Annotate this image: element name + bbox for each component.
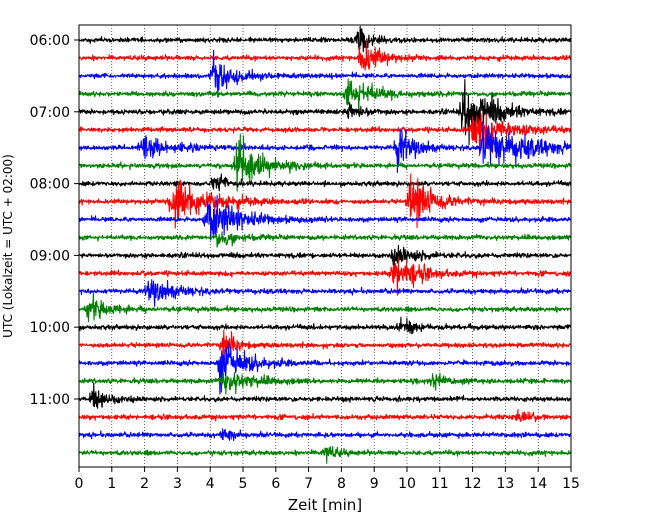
seismogram-trace [78,329,572,370]
x-tick-label: 13 [496,476,514,492]
x-tick-label: 0 [75,476,84,492]
y-tick-label: 10:00 [30,320,70,336]
y-tick-label: 11:00 [30,392,70,408]
seismogram-trace [78,173,572,229]
grid-lines [111,25,539,467]
seismogram-trace [78,292,572,322]
seismogram-trace [78,408,572,423]
x-tick-label: 14 [529,476,547,492]
seismogram-trace [78,382,572,409]
y-tick-label: 06:00 [30,33,70,49]
x-tick-label: 15 [562,476,580,492]
x-tick-label: 2 [140,476,149,492]
y-tick-label: 09:00 [30,248,70,264]
seismogram-trace [78,78,572,146]
x-tick-label: 8 [337,476,346,492]
x-axis-label: Zeit [min] [288,496,362,514]
seismogram-trace [78,231,572,248]
seismogram-trace [78,428,572,442]
trace-layer [78,25,572,464]
x-tick-label: 4 [206,476,215,492]
plot-frame [78,24,572,468]
seismogram-trace [78,342,572,395]
seismogram-trace [78,40,572,71]
seismogram-trace [78,279,572,307]
seismogram-trace [78,173,572,192]
seismogram-trace [78,244,572,273]
seismogram-trace [78,133,572,192]
seismogram-trace [78,49,572,98]
x-tick-label: 9 [370,476,379,492]
x-tick-label: 12 [464,476,482,492]
seismogram-trace [78,445,572,464]
x-tick-label: 11 [431,476,449,492]
x-tick-label: 1 [107,476,116,492]
x-axis-ticks: 0 1 2 3 4 5 6 7 8 9 10 11 12 13 14 15 [75,467,580,492]
x-tick-label: 7 [304,476,313,492]
seismogram-trace [78,120,572,173]
seismogram-trace [78,256,572,296]
x-tick-label: 5 [239,476,248,492]
y-axis-ticks: 06:00 07:00 08:00 09:00 10:00 11:00 [30,33,79,408]
seismogram-trace [78,195,572,241]
seismogram-trace [78,78,572,116]
seismogram-trace [78,372,572,395]
seismogram-trace [78,316,572,335]
x-tick-label: 6 [271,476,280,492]
seismogram-trace [78,25,572,55]
y-axis-label: UTC (Lokalzeit = UTC + 02:00) [1,154,15,338]
y-tick-label: 07:00 [30,105,70,121]
x-tick-label: 3 [173,476,182,492]
y-tick-label: 08:00 [30,177,70,193]
x-tick-label: 10 [398,476,416,492]
